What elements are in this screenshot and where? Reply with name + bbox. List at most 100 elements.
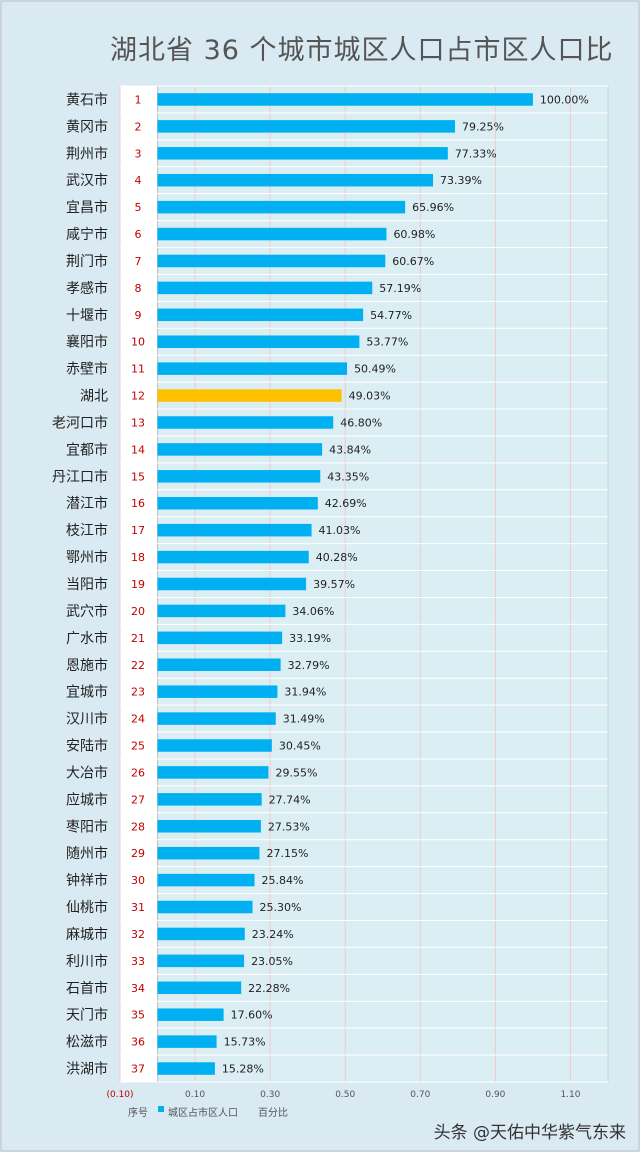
value-label: 29.55%: [275, 766, 317, 779]
rank-label: 36: [131, 1036, 145, 1049]
rank-label: 8: [135, 282, 142, 295]
bar: [157, 658, 281, 672]
value-label: 22.28%: [248, 982, 290, 995]
value-label: 73.39%: [440, 174, 482, 187]
rank-label: 22: [131, 659, 145, 672]
rank-label: 5: [135, 201, 142, 214]
rank-label: 20: [131, 605, 145, 618]
legend-item-bar: 城区占市区人口: [168, 1108, 238, 1119]
rank-label: 26: [131, 766, 145, 779]
value-label: 15.73%: [224, 1036, 266, 1049]
rank-label: 13: [131, 416, 145, 429]
category-label: 洪湖市: [66, 1061, 108, 1078]
bar: [157, 281, 373, 295]
category-label: 鄂州市: [66, 549, 108, 566]
value-label: 40.28%: [316, 551, 358, 564]
rank-label: 24: [131, 713, 145, 726]
category-label: 大冶市: [66, 764, 108, 781]
bar: [157, 900, 253, 914]
x-tick-label: 0.90: [485, 1090, 505, 1100]
category-label: 当阳市: [66, 576, 108, 593]
bar: [157, 335, 360, 348]
category-label: 荆州市: [66, 145, 108, 162]
rank-label: 16: [131, 497, 145, 510]
value-label: 57.19%: [379, 282, 421, 295]
rank-label: 11: [131, 363, 145, 376]
bar: [157, 873, 255, 887]
value-label: 27.74%: [269, 793, 311, 806]
rank-label: 21: [131, 632, 145, 645]
bar: [157, 200, 406, 214]
category-label: 襄阳市: [66, 334, 108, 351]
rank-label: 1: [135, 93, 142, 106]
value-label: 33.19%: [289, 632, 331, 645]
value-label: 41.03%: [319, 524, 361, 537]
legend-item-percent: 百分比: [258, 1108, 288, 1119]
category-label: 荆门市: [66, 253, 108, 270]
category-label: 宜都市: [66, 441, 108, 458]
category-label: 利川市: [66, 953, 108, 970]
x-tick-label: 0.10: [185, 1090, 205, 1100]
bar: [157, 173, 434, 187]
value-label: 34.06%: [292, 605, 334, 618]
value-label: 54.77%: [370, 309, 412, 322]
value-label: 49.03%: [349, 390, 391, 403]
value-label: 50.49%: [354, 363, 396, 376]
bar: [157, 577, 307, 591]
bar: [157, 766, 269, 779]
bar: [157, 981, 242, 995]
value-label: 23.24%: [252, 928, 294, 941]
rank-label: 28: [131, 820, 145, 833]
value-label: 25.30%: [260, 901, 302, 914]
bar: [157, 443, 323, 456]
rank-label: 33: [131, 955, 145, 968]
rank-label: 32: [131, 928, 145, 941]
category-label: 潜江市: [66, 495, 108, 512]
category-label: 十堰市: [66, 307, 108, 324]
rank-column: [120, 86, 158, 1082]
rank-label: 27: [131, 793, 145, 806]
x-tick-label: 1.10: [560, 1090, 580, 1100]
rank-label: 15: [131, 470, 145, 483]
bar: [157, 523, 312, 537]
bar: [157, 496, 318, 510]
bar: [157, 846, 260, 860]
bar: [157, 550, 309, 564]
rank-label: 34: [131, 982, 145, 995]
category-label: 咸宁市: [66, 226, 108, 243]
bar: [157, 227, 387, 241]
category-label: 钟祥市: [66, 872, 108, 889]
rank-label: 14: [131, 443, 145, 456]
category-label: 枣阳市: [66, 818, 108, 835]
category-label: 宜昌市: [66, 199, 108, 216]
value-label: 77.33%: [455, 147, 497, 160]
rank-label: 37: [131, 1063, 145, 1076]
bar: [157, 147, 448, 160]
rank-label: 9: [135, 309, 142, 322]
bar: [157, 470, 321, 483]
bar: [157, 93, 533, 106]
rank-label: 19: [131, 578, 145, 591]
value-label: 15.28%: [222, 1063, 264, 1076]
bar: [157, 1008, 224, 1021]
value-label: 39.57%: [313, 578, 355, 591]
rank-label: 25: [131, 740, 145, 753]
value-label: 46.80%: [340, 416, 382, 429]
rank-label: 3: [135, 147, 142, 160]
category-label: 老河口市: [52, 414, 108, 431]
rank-label: 23: [131, 686, 145, 699]
category-label: 黄石市: [66, 91, 108, 108]
rank-label: 4: [135, 174, 142, 187]
bar: [157, 712, 276, 725]
category-label: 汉川市: [66, 711, 108, 728]
rank-label: 35: [131, 1009, 145, 1022]
x-tick-label: (0.10): [106, 1090, 133, 1100]
value-label: 53.77%: [366, 336, 408, 349]
bar: [157, 416, 334, 429]
value-label: 23.05%: [251, 955, 293, 968]
watermark: 头条 @天佑中华紫气东来: [433, 1123, 626, 1143]
value-label: 65.96%: [412, 201, 454, 214]
bar: [157, 631, 283, 645]
rank-label: 7: [135, 255, 142, 268]
